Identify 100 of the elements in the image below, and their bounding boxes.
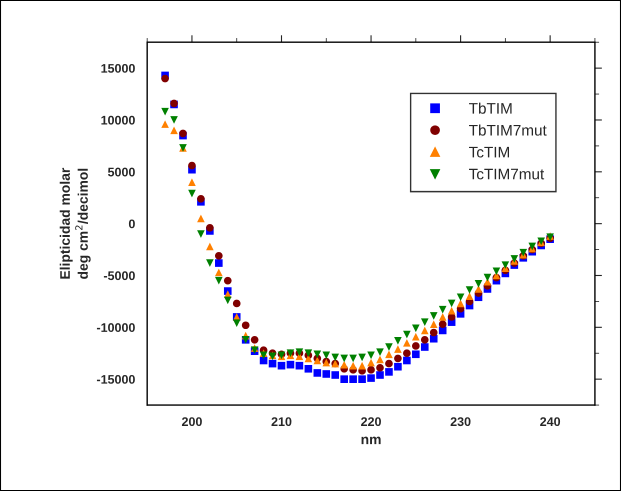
- x-tick-label: 240: [540, 417, 560, 426]
- point: [420, 336, 429, 344]
- point: [448, 300, 456, 308]
- point: [376, 356, 384, 364]
- point: [448, 306, 456, 315]
- point: [250, 336, 258, 344]
- y-axis-title: Elipticidad molar deg cm$^{2}$/decimol: [60, 168, 91, 279]
- point: [394, 336, 402, 345]
- point: [403, 339, 411, 347]
- point: [367, 366, 375, 374]
- point: [340, 360, 348, 368]
- point: [331, 371, 340, 379]
- point: [466, 292, 474, 300]
- point: [358, 354, 366, 362]
- point: [358, 375, 366, 383]
- point: [349, 362, 357, 370]
- point: [385, 350, 393, 358]
- point: [385, 368, 393, 376]
- point: [197, 214, 205, 222]
- point: [412, 342, 420, 350]
- point: [340, 354, 348, 362]
- point: [367, 374, 375, 382]
- point: [340, 375, 348, 383]
- point: [161, 108, 169, 116]
- point: [224, 276, 232, 284]
- y-tick-label: 10000: [101, 116, 135, 125]
- point: [215, 252, 223, 260]
- point: [430, 328, 438, 336]
- point: [206, 224, 214, 232]
- point: [331, 354, 340, 362]
- legend-label: TcTIM: [469, 146, 509, 158]
- point: [412, 332, 420, 340]
- point: [385, 360, 393, 368]
- point: [206, 242, 214, 250]
- point: [260, 352, 268, 360]
- point: [420, 326, 429, 334]
- point: [420, 318, 429, 326]
- x-tick-label: 200: [182, 417, 202, 426]
- point: [474, 285, 482, 293]
- point: [322, 352, 330, 360]
- point: [438, 313, 446, 321]
- point: [412, 324, 420, 332]
- point: [376, 348, 384, 356]
- point: [170, 116, 178, 124]
- point: [456, 300, 464, 308]
- legend-label: TbTIM7mut: [469, 124, 547, 136]
- point: [188, 162, 196, 170]
- point: [394, 345, 402, 353]
- y-tick-label: -10000: [96, 323, 135, 332]
- point: [349, 375, 357, 383]
- point: [502, 261, 510, 269]
- point: [376, 371, 384, 379]
- point: [232, 300, 241, 308]
- y-tick-label: -15000: [96, 374, 135, 384]
- point: [438, 320, 446, 328]
- point: [215, 276, 223, 284]
- x-tick-label: 210: [272, 417, 292, 426]
- point: [412, 350, 420, 358]
- x-axis-title: nm: [362, 436, 381, 444]
- point: [367, 358, 375, 366]
- point: [314, 350, 322, 358]
- point: [394, 354, 402, 362]
- point: [466, 286, 474, 294]
- point: [403, 330, 411, 338]
- point: [438, 306, 446, 314]
- point: [286, 360, 294, 368]
- y-tick-label: -5000: [104, 271, 135, 280]
- x-tick-label: 220: [361, 417, 381, 426]
- point: [492, 268, 500, 276]
- point: [430, 312, 438, 320]
- point: [474, 280, 482, 288]
- point: [376, 364, 384, 372]
- point: [260, 356, 268, 364]
- point: [188, 178, 196, 186]
- point: [420, 343, 429, 351]
- point: [242, 321, 250, 330]
- legend-label: TcTIM7mut: [469, 168, 544, 180]
- y-tick-label: 0: [128, 219, 135, 228]
- point: [367, 352, 375, 360]
- point: [161, 74, 169, 82]
- point: [403, 356, 411, 364]
- point: [197, 194, 205, 203]
- point: [224, 296, 232, 304]
- point: [215, 259, 223, 267]
- point: [314, 369, 322, 377]
- point: [349, 354, 357, 362]
- point: [215, 268, 223, 276]
- point: [206, 259, 214, 267]
- x-tick-label: 230: [450, 417, 471, 426]
- point: [304, 364, 312, 373]
- point: [296, 362, 304, 370]
- point: [268, 360, 276, 368]
- point: [456, 293, 464, 302]
- y-tick-label: 15000: [101, 64, 135, 73]
- y-tick-label: 5000: [108, 168, 135, 176]
- point: [232, 319, 241, 327]
- point: [304, 349, 312, 358]
- point: [519, 248, 528, 256]
- point: [278, 362, 286, 370]
- point: [394, 362, 402, 371]
